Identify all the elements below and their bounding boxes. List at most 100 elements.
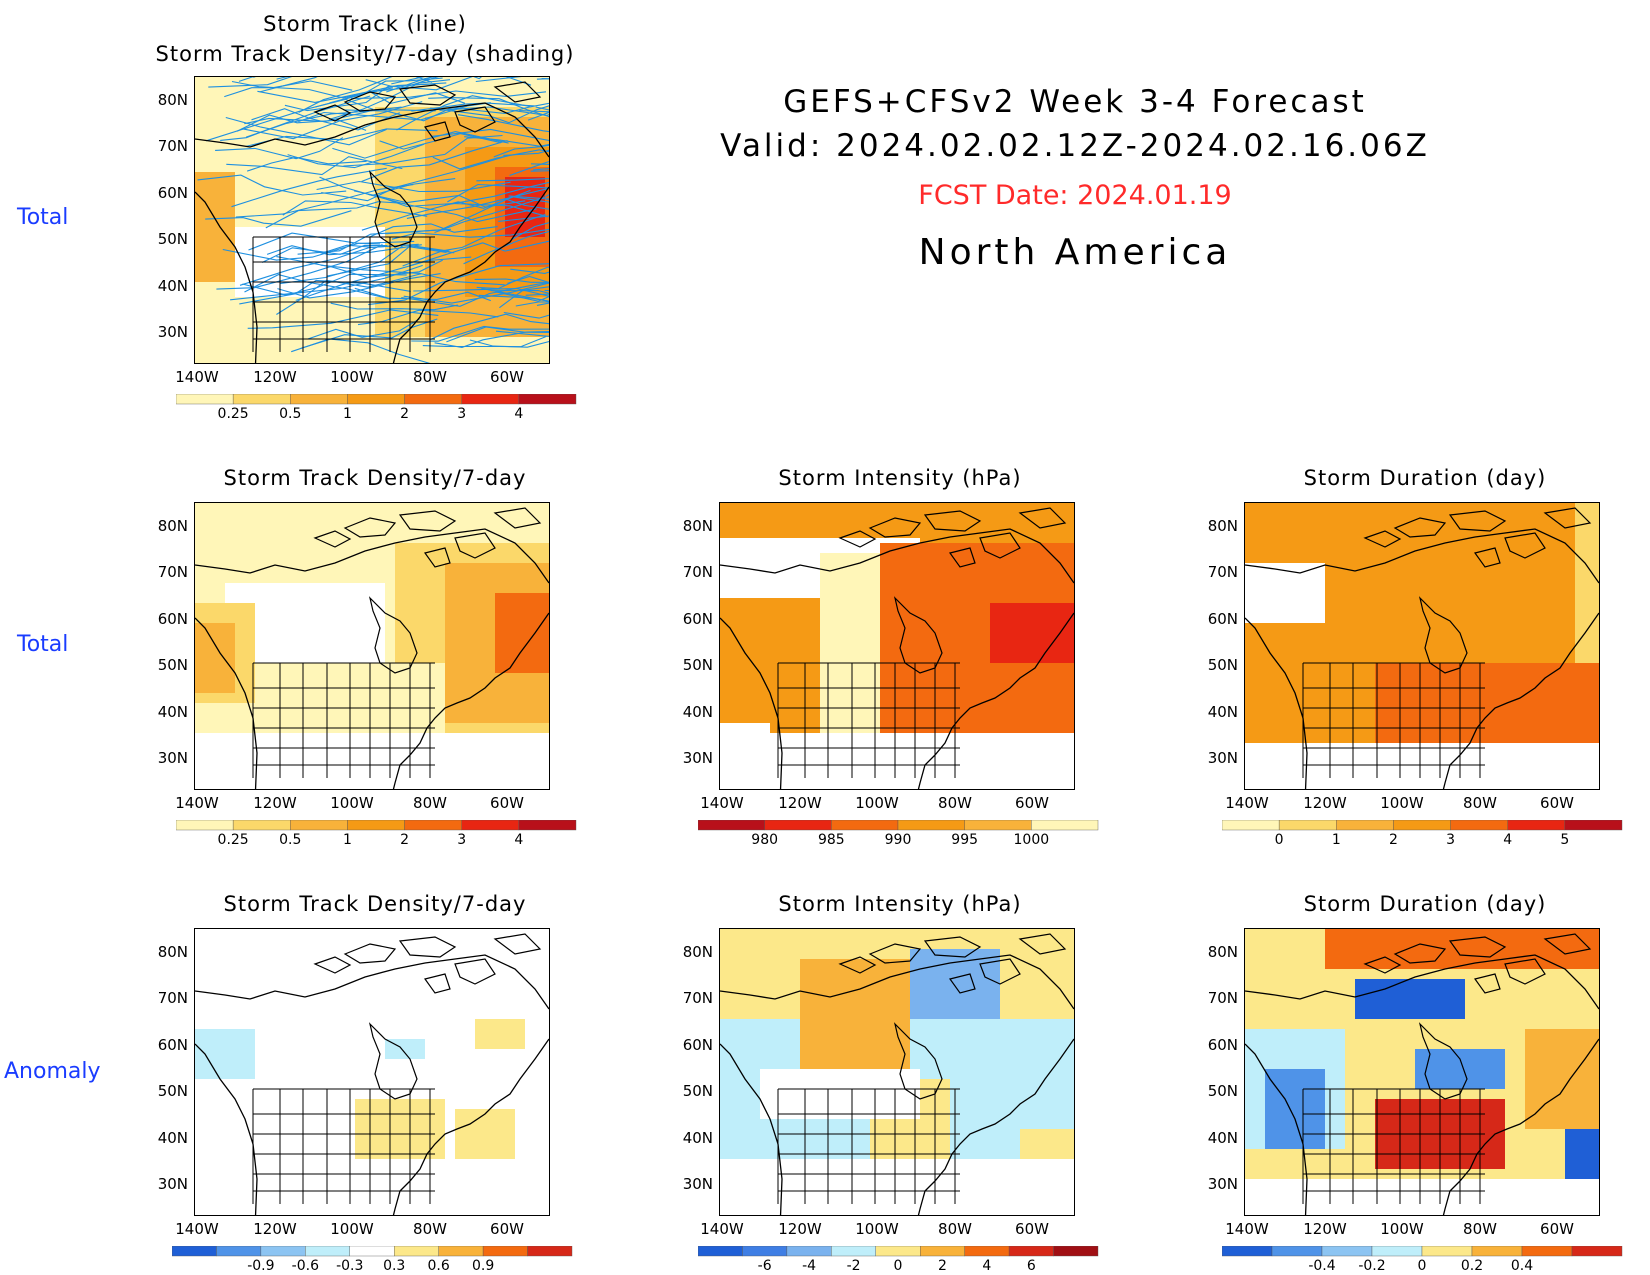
colorbar-density <box>176 820 577 831</box>
storm-track-line <box>323 244 450 254</box>
storm-track-line <box>413 287 549 297</box>
storm-track-line <box>368 223 498 238</box>
storm-track-line <box>409 240 549 267</box>
colorbar-tick: 3 <box>457 406 467 422</box>
duration-anom-title: Storm Duration (day) <box>1303 892 1547 916</box>
storm-track-line <box>476 266 549 290</box>
storm-track-line <box>247 309 439 329</box>
storm-track-line <box>499 286 549 309</box>
storm-track-line <box>248 232 381 251</box>
colorbar-tick: -0.3 <box>336 1258 364 1274</box>
storm-track-line <box>205 210 352 227</box>
lat-label: 40N <box>157 277 188 295</box>
storm-track-line <box>469 339 549 348</box>
row-label-anomaly: Anomaly <box>4 1059 101 1084</box>
colorbar-tick: 0.3 <box>383 1258 406 1274</box>
lon-label: 140W <box>700 1220 744 1238</box>
duration-total-title: Storm Duration (day) <box>1303 466 1547 490</box>
lat-label: 80N <box>157 91 188 109</box>
lat-label: 30N <box>682 749 713 767</box>
storm-track-line <box>261 244 388 263</box>
storm-track-line <box>402 213 546 267</box>
map-density-anomaly <box>194 928 550 1216</box>
lon-label: 140W <box>1225 794 1269 812</box>
storm-track-line <box>503 311 549 319</box>
lat-label: 30N <box>682 1175 713 1193</box>
lat-label: 50N <box>157 230 188 248</box>
lat-label: 40N <box>682 703 713 721</box>
storm-track-line <box>507 275 549 284</box>
colorbar-tick: 2 <box>400 406 410 422</box>
lon-label: 140W <box>700 794 744 812</box>
storm-track-line <box>429 313 549 341</box>
colorbar-tick: 990 <box>884 832 912 848</box>
lon-label: 140W <box>175 794 219 812</box>
storm-track-line <box>225 116 387 146</box>
map-duration-anomaly <box>1244 928 1600 1216</box>
region-name: North America <box>918 232 1232 273</box>
storm-track-line <box>434 194 549 234</box>
lat-label: 50N <box>157 1082 188 1100</box>
colorbar-tick: 0 <box>893 1258 903 1274</box>
lon-label: 120W <box>253 368 297 386</box>
intensity-anom-title: Storm Intensity (hPa) <box>778 892 1022 916</box>
lon-label: 60W <box>490 368 524 386</box>
storm-track-line <box>401 281 549 307</box>
map-intensity-anomaly <box>719 928 1075 1216</box>
storm-track-line <box>509 160 549 177</box>
storm-track-line <box>239 279 411 305</box>
storm-track-line <box>475 77 522 83</box>
storm-track-line <box>330 302 459 311</box>
storm-track-line <box>476 177 549 182</box>
colorbar-tick: 1000 <box>1013 832 1050 848</box>
storm-track-line <box>265 201 406 229</box>
colorbar-tick: 0.4 <box>1510 1258 1534 1274</box>
colorbar-tick: -0.9 <box>247 1258 275 1274</box>
colorbar-tick: -2 <box>846 1258 861 1274</box>
track-panel-title-line: Storm Track (line) <box>263 12 467 36</box>
storm-track-line <box>266 244 422 256</box>
storm-track-line <box>357 309 499 326</box>
lon-label: 60W <box>1540 1220 1574 1238</box>
lon-label: 80W <box>413 794 447 812</box>
storm-track-line <box>396 95 530 131</box>
lon-label: 100W <box>330 368 374 386</box>
lat-label: 60N <box>157 1036 188 1054</box>
lat-label: 30N <box>1207 1175 1238 1193</box>
storm-track-line <box>474 278 549 283</box>
lat-label: 60N <box>1207 610 1238 628</box>
storm-track-line <box>510 268 549 274</box>
colorbar-tick: 995 <box>951 832 979 848</box>
lat-label: 50N <box>682 656 713 674</box>
lon-label: 80W <box>1463 1220 1497 1238</box>
colorbar-tick: 4 <box>1503 832 1513 848</box>
forecast-date: FCST Date: 2024.01.19 <box>918 180 1232 211</box>
storm-track-line <box>276 273 422 315</box>
colorbar-density_anom <box>172 1246 573 1257</box>
colorbar-tick: 4 <box>514 406 524 422</box>
colorbar-intensity_anom <box>698 1246 1099 1257</box>
lon-label: 120W <box>253 1220 297 1238</box>
storm-track-line <box>428 97 549 118</box>
storm-track-line <box>508 195 549 200</box>
colorbar-tick: 4 <box>982 1258 992 1274</box>
lon-label: 80W <box>938 794 972 812</box>
colorbar-tick: 1 <box>342 406 352 422</box>
storm-track-line <box>298 77 433 113</box>
lat-label: 80N <box>157 517 188 535</box>
storm-track-line <box>327 246 447 277</box>
colorbar-tick: 0 <box>1274 832 1284 848</box>
storm-track-line <box>369 77 439 93</box>
lon-label: 100W <box>330 1220 374 1238</box>
colorbar-duration_anom <box>1222 1246 1623 1257</box>
lon-label: 120W <box>1303 1220 1347 1238</box>
lat-label: 40N <box>1207 703 1238 721</box>
storm-track-line <box>353 190 526 208</box>
storm-track-line <box>277 273 441 299</box>
storm-track-line <box>391 228 549 240</box>
lat-label: 50N <box>682 1082 713 1100</box>
storm-track-line <box>463 230 549 265</box>
row-label-total-top: Total <box>17 205 69 230</box>
lat-label: 70N <box>1207 563 1238 581</box>
storm-track-line <box>244 108 436 125</box>
